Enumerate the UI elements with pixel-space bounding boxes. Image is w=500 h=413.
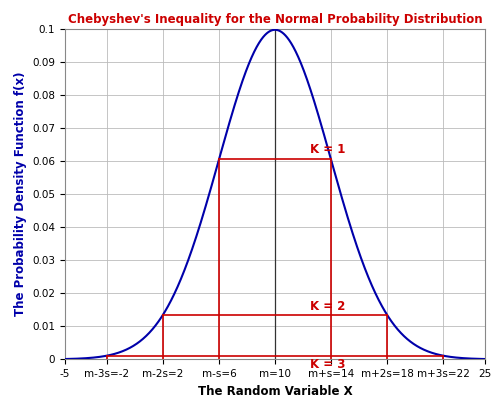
Text: K = 1: K = 1 xyxy=(310,143,346,156)
Text: K = 3: K = 3 xyxy=(310,358,346,371)
X-axis label: The Random Variable X: The Random Variable X xyxy=(198,385,352,398)
Text: K = 2: K = 2 xyxy=(310,300,346,313)
Y-axis label: The Probability Density Function f(x): The Probability Density Function f(x) xyxy=(14,72,26,316)
Title: Chebyshev's Inequality for the Normal Probability Distribution: Chebyshev's Inequality for the Normal Pr… xyxy=(68,13,482,26)
